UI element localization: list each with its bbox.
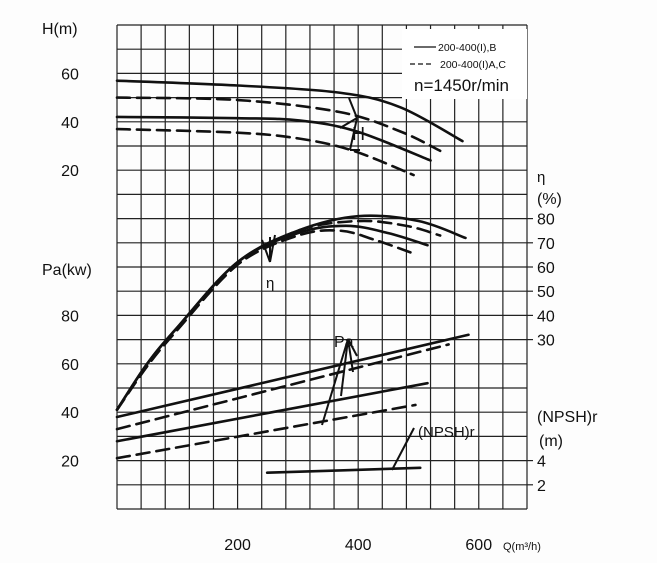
legend-solid-label: 200-400(I),B	[438, 42, 496, 54]
eta-axis-unit: (%)	[537, 191, 562, 208]
eta-axis-label: η	[537, 169, 545, 186]
npsh-tick-label: 4	[537, 454, 546, 471]
eta-tick-label: 40	[537, 308, 555, 325]
pa-curve-solid	[115, 381, 429, 443]
pa-curve-label: Pa	[334, 334, 354, 351]
h-curve-solid	[115, 79, 464, 143]
x-axis-label: Q(m³/h)	[503, 541, 541, 553]
pa-axis-label: Pa(kw)	[42, 262, 92, 279]
npsh-curve-solid	[265, 466, 422, 474]
pa-tick-label: 60	[61, 357, 79, 374]
eta-curve-dashed	[115, 229, 412, 412]
pa-tick-label: 80	[61, 308, 79, 325]
h-tick-label: 20	[61, 163, 79, 180]
h-curve-label: H	[352, 124, 365, 144]
legend: 200-400(I),B 200-400(I)A,C n=1450r/min	[410, 42, 509, 95]
pa-tick-label: 40	[61, 405, 79, 422]
npsh-axis-unit: (m)	[539, 433, 563, 450]
eta-curve-solid	[115, 214, 467, 412]
pa-curve-solid	[115, 333, 470, 419]
tick-labels: 200 400 600 20 40 60 20 40 60 80 30 40 50 60 70 80 2 4	[61, 66, 555, 554]
annotation-leader-line	[347, 338, 358, 357]
curve-annotations	[261, 97, 415, 471]
annotation-leader-line	[321, 338, 349, 426]
h-curve-solid	[115, 115, 432, 162]
eta-tick-label: 30	[537, 333, 555, 350]
annotation-leader-line	[349, 117, 358, 151]
annotation-leader-line	[340, 338, 349, 397]
eta-curve-label: η	[266, 275, 274, 292]
h-tick-label: 60	[61, 66, 79, 83]
annotation-leader-line	[261, 239, 271, 263]
npsh-curve-label: (NPSH)r	[418, 424, 475, 441]
legend-dashed-label: 200-400(I)A,C	[440, 59, 506, 71]
h-curve-dashed	[115, 96, 442, 153]
eta-curve-solid	[115, 224, 429, 412]
grid	[116, 24, 528, 510]
h-axis-label: H(m)	[42, 21, 78, 38]
eta-tick-label: 60	[537, 260, 555, 277]
annotation-leader-line	[348, 97, 358, 119]
npsh-tick-label: 2	[537, 478, 546, 495]
h-curve-dashed	[115, 127, 415, 177]
pa-curve-dashed	[115, 403, 417, 460]
npsh-axis-label: (NPSH)r	[537, 409, 598, 426]
pa-curve-dashed	[115, 343, 450, 431]
eta-tick-label: 80	[537, 212, 555, 229]
x-tick-label: 600	[465, 537, 492, 554]
x-tick-label: 400	[345, 537, 372, 554]
eta-tick-label: 50	[537, 284, 555, 301]
h-tick-label: 40	[61, 115, 79, 132]
annotation-leader-line	[391, 427, 415, 471]
pa-tick-label: 20	[61, 454, 79, 471]
x-tick-label: 200	[224, 537, 251, 554]
annotation-leader-line	[347, 338, 354, 373]
eta-tick-label: 70	[537, 236, 555, 253]
curves	[115, 79, 470, 474]
speed-note: n=1450r/min	[414, 76, 509, 95]
annotation-leader-line	[339, 117, 358, 129]
